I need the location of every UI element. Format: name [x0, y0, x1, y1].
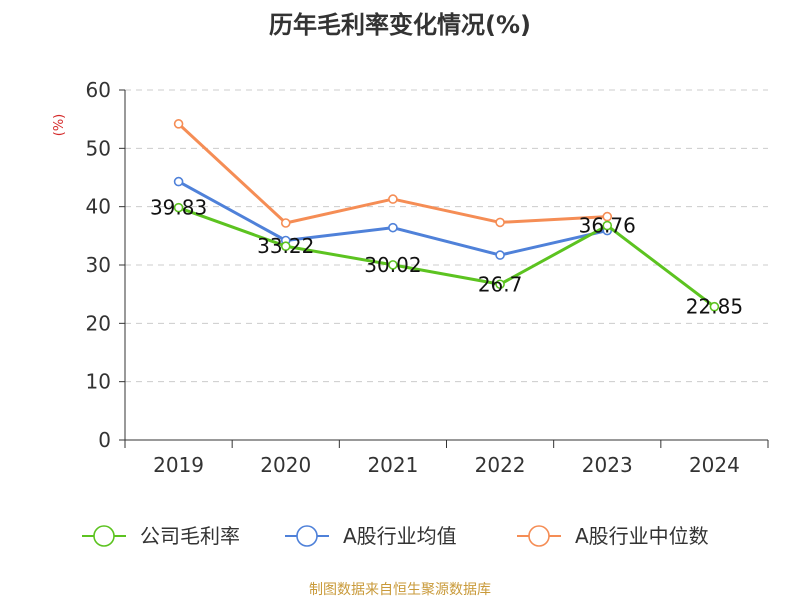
legend-marker-icon [296, 525, 318, 547]
data-label: 30.02 [364, 253, 421, 277]
series-layer [173, 119, 720, 312]
series-A股行业中位数 [173, 119, 613, 228]
gridlines [125, 89, 768, 383]
x-tick-label: 2022 [475, 453, 526, 477]
legend-marker-icon [93, 525, 115, 547]
data-label: 22.85 [686, 295, 743, 319]
data-point[interactable] [280, 218, 291, 228]
data-label: 39.83 [150, 196, 207, 220]
y-tick-label: 60 [86, 78, 111, 102]
legend-item-A股行业中位数[interactable]: A股行业中位数 [517, 524, 709, 548]
data-point[interactable] [495, 279, 505, 290]
x-tick-label: 2020 [260, 453, 311, 477]
chart-title: 历年毛利率变化情况(%) [269, 11, 531, 39]
data-point[interactable] [709, 301, 720, 312]
data-point[interactable] [388, 260, 398, 270]
series-line [177, 122, 608, 225]
data-label: 36.76 [579, 214, 636, 238]
y-tick-label: 40 [86, 195, 111, 219]
data-point[interactable] [173, 176, 184, 187]
series-A股行业均值 [173, 176, 613, 260]
series-line [177, 180, 608, 257]
legend-marker-icon [528, 525, 550, 547]
data-labels: 39.83 33.22 30.02 26.7 36.76 22.85 [150, 196, 743, 319]
data-point[interactable] [173, 119, 184, 129]
series-line [178, 206, 716, 308]
y-tick-label: 10 [86, 370, 111, 394]
data-point[interactable] [602, 220, 613, 231]
y-tick-label: 30 [86, 253, 111, 277]
legend-item-A股行业均值[interactable]: A股行业均值 [285, 524, 457, 548]
legend[interactable]: 公司毛利率 A股行业均值 A股行业中位数 [82, 524, 709, 548]
data-point[interactable] [388, 222, 398, 233]
series-公司毛利率 [173, 202, 720, 312]
axes: 0 10 20 30 40 50 60 2019 2020 2021 2022 2023 2024 [86, 78, 769, 477]
y-axis-label: (%) [52, 114, 67, 137]
data-point[interactable] [280, 241, 291, 252]
x-tick-label: 2023 [582, 453, 633, 477]
x-tick-label: 2019 [153, 453, 204, 477]
legend-item-公司毛利率[interactable]: 公司毛利率 [82, 524, 240, 548]
data-point[interactable] [173, 202, 184, 213]
x-tick-label: 2021 [367, 453, 418, 477]
data-point[interactable] [495, 217, 505, 228]
data-point[interactable] [495, 250, 505, 260]
legend-label: 公司毛利率 [140, 524, 240, 548]
y-tick-label: 0 [98, 428, 111, 452]
data-point[interactable] [388, 194, 398, 204]
legend-label: A股行业均值 [343, 524, 457, 548]
data-label: 26.7 [478, 272, 523, 296]
y-tick-label: 20 [86, 311, 111, 335]
x-tick-label: 2024 [689, 453, 740, 477]
legend-label: A股行业中位数 [575, 524, 709, 548]
source-note: 制图数据来自恒生聚源数据库 [309, 582, 491, 598]
data-label: 33.22 [257, 234, 314, 258]
y-tick-label: 50 [86, 136, 111, 160]
data-point[interactable] [602, 211, 613, 222]
